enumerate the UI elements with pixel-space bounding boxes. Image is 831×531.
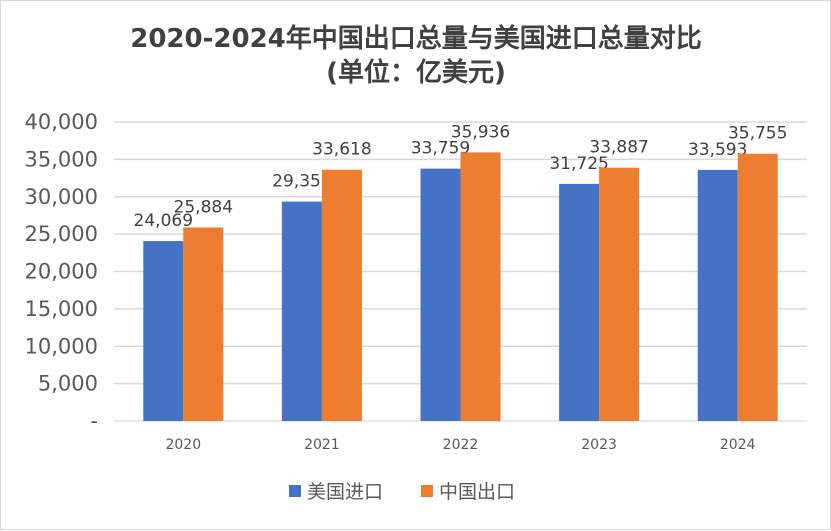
- bar-china-export: [599, 167, 640, 421]
- data-label: 35,936: [451, 122, 510, 142]
- data-label: 35,755: [728, 124, 787, 144]
- chart-title: 2020-2024年中国出口总量与美国进口总量对比: [130, 23, 702, 54]
- y-tick-label: 10,000: [25, 334, 98, 358]
- x-tick-label: 2024: [720, 437, 756, 453]
- legend-label: 中国出口: [439, 481, 515, 503]
- bar-us-import: [697, 169, 738, 421]
- y-tick-label: 35,000: [25, 147, 98, 171]
- bar-china-export: [460, 152, 501, 421]
- data-label: 33,593: [688, 140, 747, 160]
- bar-china-export: [183, 227, 224, 421]
- data-label: 31,725: [549, 154, 608, 174]
- x-tick-label: 2021: [304, 437, 340, 453]
- data-label: 24,069: [134, 211, 193, 231]
- legend-label: 美国进口: [307, 481, 383, 503]
- legend-swatch: [421, 485, 433, 497]
- y-tick-label: -: [90, 409, 98, 433]
- y-tick-label: 30,000: [25, 185, 98, 209]
- bar-us-import: [420, 168, 461, 421]
- y-tick-label: 25,000: [25, 222, 98, 246]
- chart-subtitle: (单位：亿美元): [326, 57, 506, 88]
- bar-us-import: [559, 183, 600, 421]
- x-tick-label: 2023: [581, 437, 617, 453]
- y-tick-label: 5,000: [38, 372, 98, 396]
- data-label: 33,618: [312, 140, 371, 160]
- bar-china-export: [321, 169, 362, 421]
- data-label: 33,759: [411, 139, 470, 159]
- bar-us-import: [143, 241, 184, 421]
- legend-swatch: [289, 485, 301, 497]
- x-tick-label: 2020: [165, 437, 201, 453]
- bar-china-export: [737, 153, 778, 421]
- data-label: 33,887: [589, 138, 648, 158]
- y-tick-label: 40,000: [25, 110, 98, 134]
- data-label: 25,884: [174, 198, 233, 218]
- y-tick-label: 20,000: [25, 260, 98, 284]
- bar-us-import: [281, 201, 322, 421]
- x-tick-label: 2022: [443, 437, 479, 453]
- y-tick-label: 15,000: [25, 297, 98, 321]
- data-label: 29,353: [272, 172, 331, 192]
